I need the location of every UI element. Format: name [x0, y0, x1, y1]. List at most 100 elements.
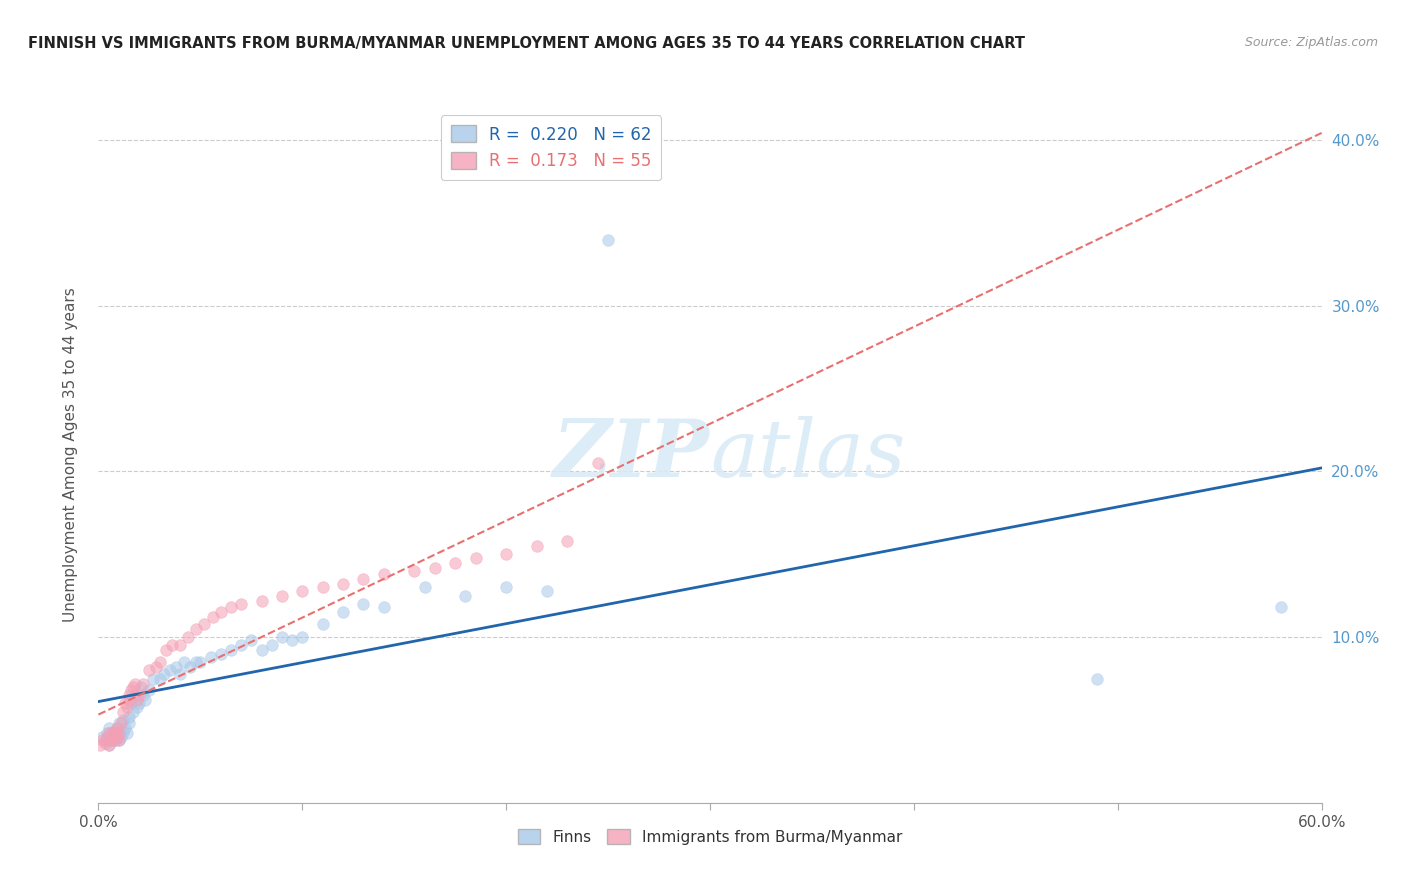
Point — [105, 730, 128, 744]
Point — [120, 697, 142, 711]
Point — [177, 630, 200, 644]
Point — [97, 721, 120, 735]
Point — [115, 699, 138, 714]
Point — [536, 583, 558, 598]
Point — [96, 726, 118, 740]
Point — [110, 730, 132, 744]
Point — [132, 676, 155, 690]
Text: atlas: atlas — [710, 417, 905, 493]
Point — [352, 597, 374, 611]
Point — [128, 688, 150, 702]
Point — [145, 660, 167, 674]
Point — [91, 732, 114, 747]
Point — [149, 672, 172, 686]
Point — [413, 581, 436, 595]
Point — [159, 663, 181, 677]
Point — [114, 697, 136, 711]
Point — [124, 688, 146, 702]
Point — [464, 550, 486, 565]
Point — [93, 736, 115, 750]
Point — [404, 564, 426, 578]
Point — [118, 688, 141, 702]
Point — [108, 732, 131, 747]
Point — [186, 622, 208, 636]
Point — [138, 683, 160, 698]
Point — [97, 738, 120, 752]
Point — [193, 616, 215, 631]
Point — [127, 693, 149, 707]
Point — [101, 730, 124, 744]
Point — [114, 721, 136, 735]
Point — [104, 726, 127, 740]
Point — [312, 581, 335, 595]
Point — [169, 639, 191, 653]
Point — [373, 600, 395, 615]
Point — [93, 732, 115, 747]
Point — [555, 534, 579, 549]
Point — [270, 589, 294, 603]
Point — [312, 616, 335, 631]
Point — [231, 639, 253, 653]
Point — [209, 647, 232, 661]
Point — [332, 577, 354, 591]
Point — [115, 726, 138, 740]
Point — [100, 732, 122, 747]
Point — [423, 560, 446, 574]
Point — [1085, 672, 1108, 686]
Point — [219, 643, 242, 657]
Point — [240, 633, 263, 648]
Point — [108, 716, 131, 731]
Point — [155, 643, 177, 657]
Point — [132, 688, 155, 702]
Point — [138, 663, 160, 677]
Legend: Finns, Immigrants from Burma/Myanmar: Finns, Immigrants from Burma/Myanmar — [512, 822, 908, 851]
Point — [526, 539, 548, 553]
Point — [142, 672, 165, 686]
Point — [209, 605, 232, 619]
Point — [122, 680, 145, 694]
Point — [169, 666, 191, 681]
Point — [152, 666, 174, 681]
Point — [1270, 600, 1292, 615]
Point — [200, 650, 222, 665]
Point — [201, 610, 224, 624]
Point — [104, 732, 127, 747]
Point — [122, 705, 145, 719]
Text: FINNISH VS IMMIGRANTS FROM BURMA/MYANMAR UNEMPLOYMENT AMONG AGES 35 TO 44 YEARS : FINNISH VS IMMIGRANTS FROM BURMA/MYANMAR… — [28, 36, 1025, 51]
Point — [231, 597, 253, 611]
Point — [111, 705, 134, 719]
Point — [291, 630, 314, 644]
Point — [586, 456, 609, 470]
Point — [111, 713, 134, 727]
Point — [352, 572, 374, 586]
Point — [186, 655, 208, 669]
Point — [100, 732, 122, 747]
Point — [105, 721, 128, 735]
Point — [124, 676, 146, 690]
Point — [128, 697, 150, 711]
Y-axis label: Unemployment Among Ages 35 to 44 years: Unemployment Among Ages 35 to 44 years — [63, 287, 77, 623]
Point — [165, 660, 187, 674]
Point — [108, 732, 131, 747]
Point — [495, 547, 517, 561]
Point — [129, 680, 152, 694]
Point — [118, 693, 141, 707]
Point — [120, 683, 142, 698]
Point — [101, 724, 124, 739]
Point — [110, 716, 132, 731]
Point — [97, 738, 120, 752]
Point — [118, 709, 141, 723]
Point — [111, 724, 134, 739]
Point — [104, 726, 127, 740]
Point — [495, 581, 517, 595]
Point — [160, 639, 183, 653]
Point — [260, 639, 283, 653]
Point — [291, 583, 314, 598]
Point — [104, 732, 127, 747]
Point — [97, 726, 120, 740]
Point — [101, 724, 124, 739]
Point — [89, 738, 111, 752]
Point — [179, 660, 201, 674]
Point — [270, 630, 294, 644]
Point — [250, 643, 273, 657]
